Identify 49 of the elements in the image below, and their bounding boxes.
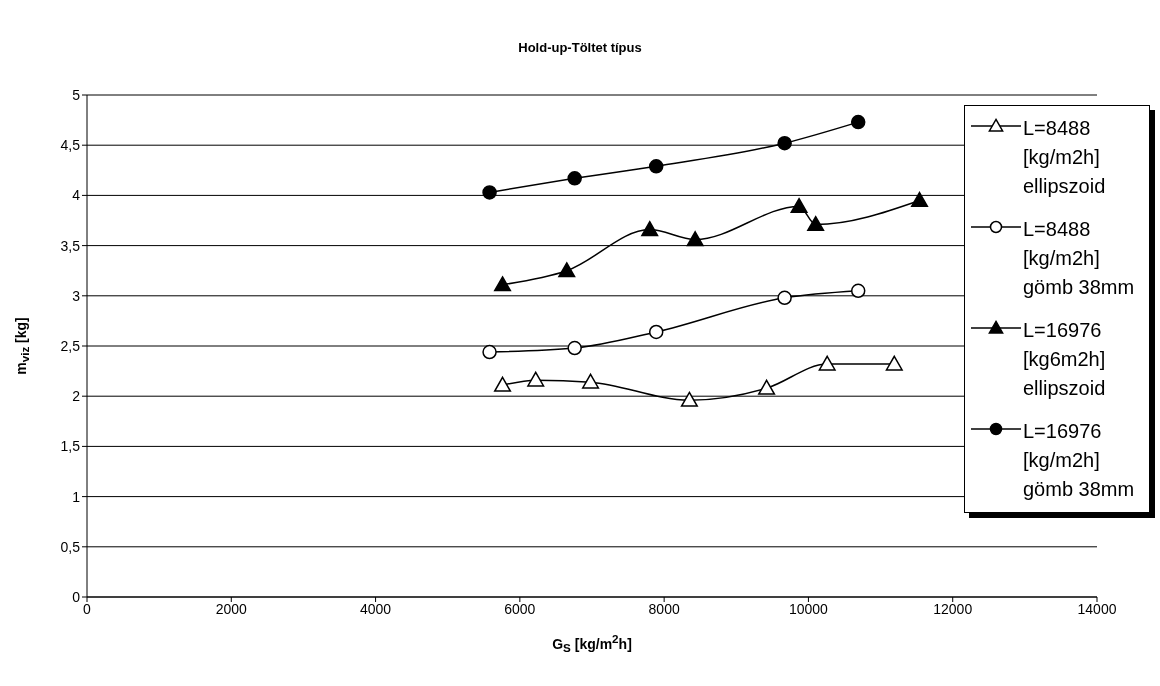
point [482, 344, 497, 360]
legend-label: L=16976 [kg6m2h] ellipszoid [1023, 318, 1107, 401]
point [790, 197, 808, 214]
point [680, 391, 698, 407]
x-tick-label: 4000 [359, 600, 392, 617]
point [910, 191, 929, 208]
x-axis-title: G$_{S}$ [kg/m$^{2}$h] [551, 632, 633, 655]
point [885, 355, 903, 371]
x-tick-label: 12000 [933, 600, 973, 617]
point [493, 376, 512, 392]
point [648, 159, 664, 174]
point [777, 135, 792, 151]
y-tick-label: 3,5 [60, 237, 81, 254]
legend-label: L=8488 [kg/m2h] ellipszoid [1023, 116, 1107, 199]
point [818, 355, 836, 371]
x-tick-label: 10000 [788, 600, 829, 617]
point [567, 171, 582, 186]
point [582, 373, 600, 389]
y-tick-label: 0 [72, 588, 81, 605]
point [648, 324, 664, 340]
y-tick-label: 0,5 [60, 538, 81, 555]
point [850, 283, 866, 299]
point [527, 371, 545, 387]
point [758, 379, 776, 395]
x-tick-label: 6000 [504, 600, 536, 617]
y-tick-label: 2,5 [60, 337, 81, 354]
point [641, 220, 659, 237]
point [482, 185, 497, 200]
y-tick-label: 3 [72, 287, 81, 304]
y-tick-label: 4,5 [60, 137, 81, 154]
x-tick-label: 8000 [648, 600, 680, 617]
x-tick-label: 14000 [1077, 600, 1117, 617]
legend-label: L=16976 [kg/m2h] gömb 38mm [1023, 419, 1136, 502]
y-tick-label: 1 [72, 488, 81, 505]
x-tick-label: 0 [83, 600, 92, 617]
point [686, 231, 704, 247]
chart-title: Hold-up-Töltet típus [517, 40, 643, 55]
point [558, 262, 576, 278]
point [850, 114, 866, 130]
y-tick-label: 2 [72, 388, 81, 405]
point [493, 276, 512, 292]
point [777, 290, 792, 306]
point [807, 215, 825, 232]
y-tick-label: 1,5 [60, 438, 81, 455]
y-tick-label: 4 [72, 187, 81, 204]
y-tick-label: 5 [72, 86, 81, 103]
x-tick-label: 2000 [215, 600, 248, 617]
point [567, 340, 582, 356]
legend-label: L=8488 [kg/m2h] gömb 38mm [1023, 217, 1136, 300]
